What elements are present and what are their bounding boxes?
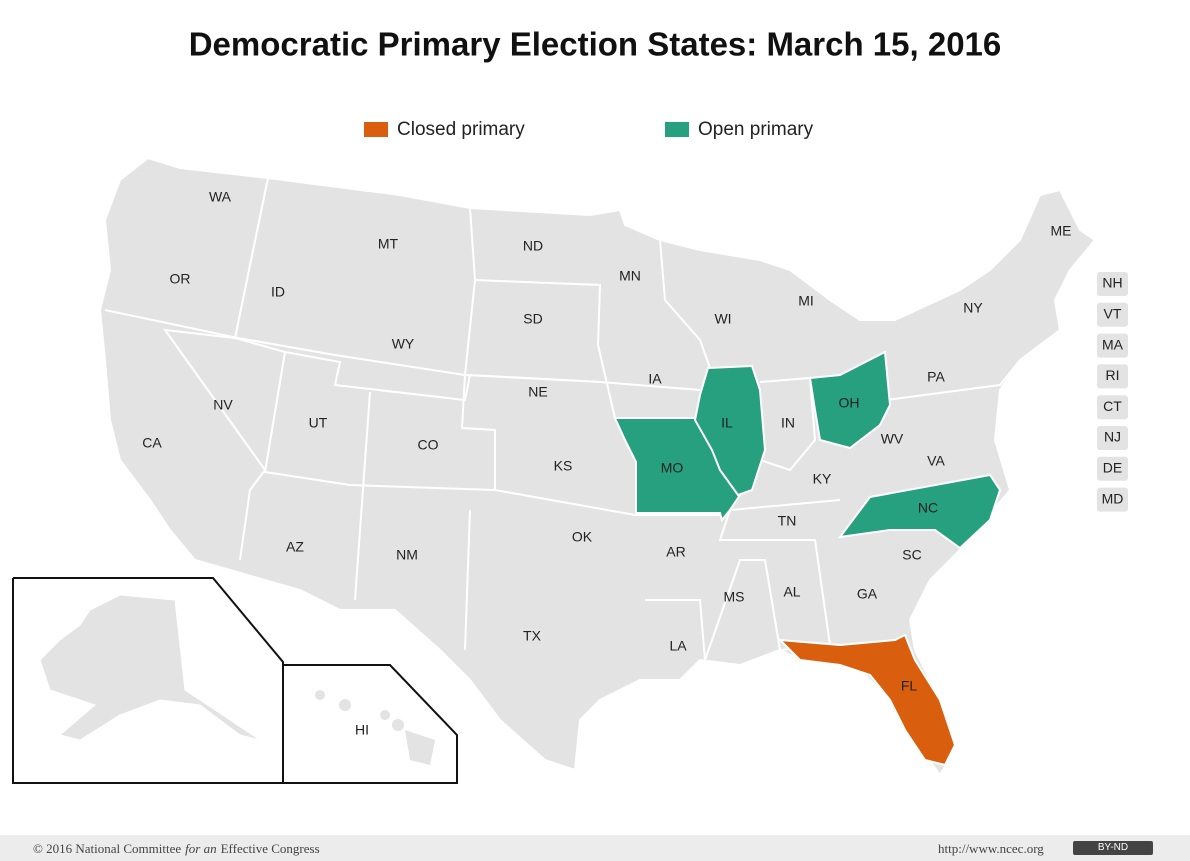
state-label: ND [523,238,543,254]
state-highlight [837,473,1002,550]
state-label: AZ [286,539,304,555]
url[interactable]: http://www.ncec.org [938,841,1044,856]
state-label: KY [813,471,832,487]
map: Democratic Primary Election States: Marc… [12,26,1128,784]
state-label: OH [839,395,860,411]
small-states: NH VT MA RI CT NJ DE MD [1097,272,1128,512]
state-label: CA [142,435,162,451]
state-label: FL [901,678,918,694]
small-state-label: NH [1102,275,1122,291]
state-label: AL [783,584,800,600]
state-label: KS [554,458,573,474]
state-label: NM [396,547,418,563]
small-state-box [1097,364,1128,389]
state-label: GA [857,586,878,602]
state-label: UT [309,415,328,431]
state-label: OR [170,271,191,287]
state-label: MT [378,236,399,252]
state-label: WA [209,189,232,205]
us-outline [98,156,1097,777]
state-label: IA [648,371,662,387]
copyright-italic: for an [185,841,217,856]
small-state-box [1097,302,1128,327]
state-label: TX [523,628,542,644]
small-state-box [1097,395,1128,420]
legend-swatch [665,122,689,137]
alaska-inset [12,577,284,784]
state-label: MI [798,293,814,309]
alaska-shape [39,594,261,741]
hawaii-shapes [315,690,435,765]
small-state-box [1097,333,1128,358]
small-state-box [1097,456,1128,481]
footer: © 2016 National Committee for an Effective… [0,835,1190,861]
state-label: NV [213,397,233,413]
legend: Closed primary Open primary [364,119,814,140]
state-label: SC [902,547,921,563]
state-label: MS [724,589,745,605]
hawaii-inset [283,664,458,784]
borders [104,177,1021,661]
state-highlight [777,633,957,767]
small-state-label: MD [1102,490,1124,506]
legend-label: Closed primary [397,119,525,140]
state-label: PA [927,369,945,385]
state-label: SD [523,311,542,327]
small-state-label: VT [1104,306,1122,322]
small-state-label: MA [1102,336,1124,352]
state-label: VA [927,453,945,469]
copyright-rest: Effective Congress [220,841,320,856]
state-label: WI [714,311,731,327]
state-label: ME [1051,223,1072,239]
state-label: IN [781,415,795,431]
small-state-box [1097,487,1128,512]
small-state-box [1097,272,1128,296]
state-label: HI [355,722,369,738]
state-label: TN [778,513,797,529]
legend-swatch [364,122,388,137]
state-label: NC [918,500,938,516]
state-label: MN [619,268,641,284]
state-label: WY [392,336,415,352]
state-label: NY [963,300,983,316]
small-state-label: NJ [1104,429,1121,445]
copyright: © 2016 National Committee for an Effective… [33,841,320,857]
small-state-label: RI [1106,367,1120,383]
small-state-label: CT [1103,398,1122,414]
legend-label: Open primary [698,119,814,140]
state-label: NE [528,384,547,400]
state-highlight [693,364,767,497]
state-label: OK [572,529,593,545]
copyright-text: © 2016 National Committee [33,841,182,856]
state-label: AR [666,544,685,560]
license-badge: BY-ND [1073,841,1153,855]
state-label: ID [271,284,285,300]
state-label: WV [881,431,904,447]
state-highlight [808,350,892,450]
states: WA OR CA ID NV MT WY UT AZ ND SD NE CO NM KS OK TX MN IA MO… [131,189,1072,767]
small-state-label: DE [1103,460,1122,476]
state-label: IL [721,415,733,431]
small-state-box [1097,426,1128,450]
state-label: MO [661,460,684,476]
state-label: LA [669,638,687,654]
title: Democratic Primary Election States: Marc… [189,26,1002,63]
state-label: CO [418,437,439,453]
